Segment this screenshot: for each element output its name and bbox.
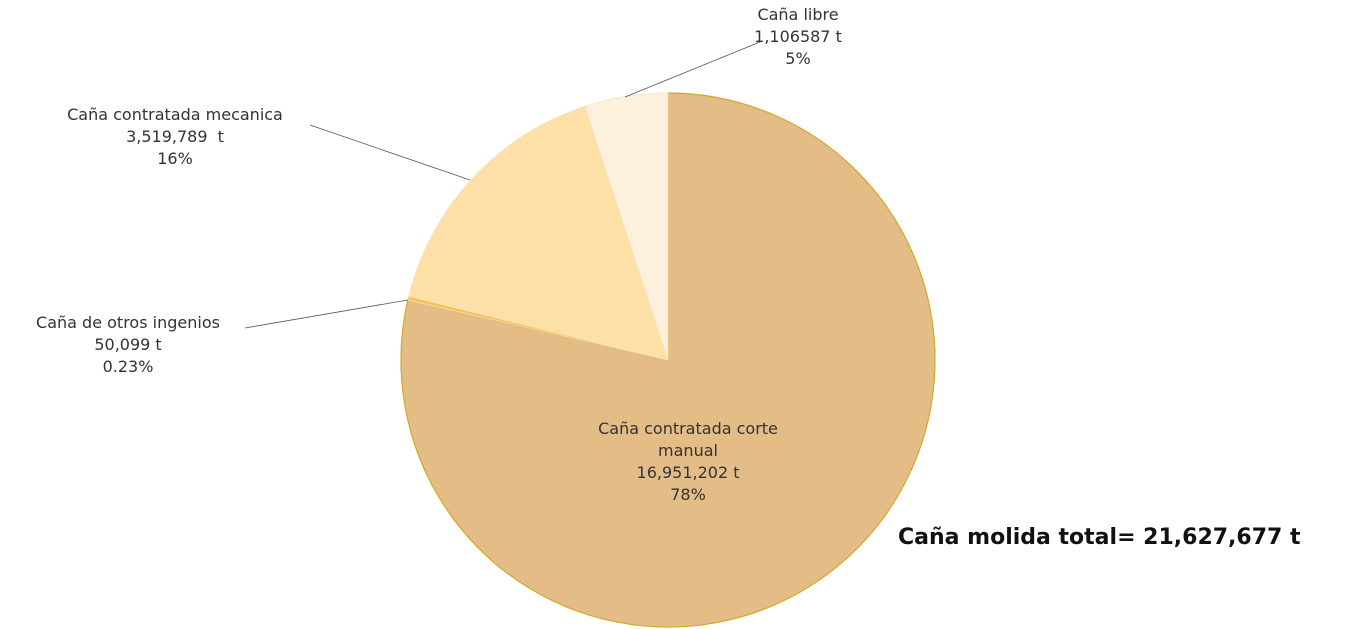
category-label: Caña libre [757, 5, 839, 24]
slice-label: Caña contratada corte manual 16,951,202 t… [573, 418, 803, 506]
value-label: 0.23% [102, 357, 154, 376]
amount-label: 3,519,789 t [126, 127, 224, 146]
value-label: 5% [785, 49, 811, 68]
leader-line [244, 299, 409, 329]
value-label: 16% [157, 149, 193, 168]
slice-label: Caña contratada mecanica 3,519,789 t 16% [25, 104, 325, 170]
slice-label: Caña de otros ingenios 50,099 t 0.23% [0, 312, 258, 378]
amount-label: 50,099 t [94, 335, 162, 354]
leader-line [309, 124, 471, 181]
category-label: Caña contratada corte manual [598, 419, 778, 460]
total-annotation: Caña molida total= 21,627,677 t [898, 525, 1301, 550]
leader-line [624, 41, 761, 98]
amount-label: 1,106587 t [754, 27, 842, 46]
amount-label: 16,951,202 t [636, 463, 740, 482]
pie-slice [408, 105, 669, 361]
value-label: 78% [670, 485, 706, 504]
slice-label: Caña libre 1,106587 t 5% [718, 4, 878, 70]
category-label: Caña contratada mecanica [67, 105, 283, 124]
category-label: Caña de otros ingenios [36, 313, 220, 332]
